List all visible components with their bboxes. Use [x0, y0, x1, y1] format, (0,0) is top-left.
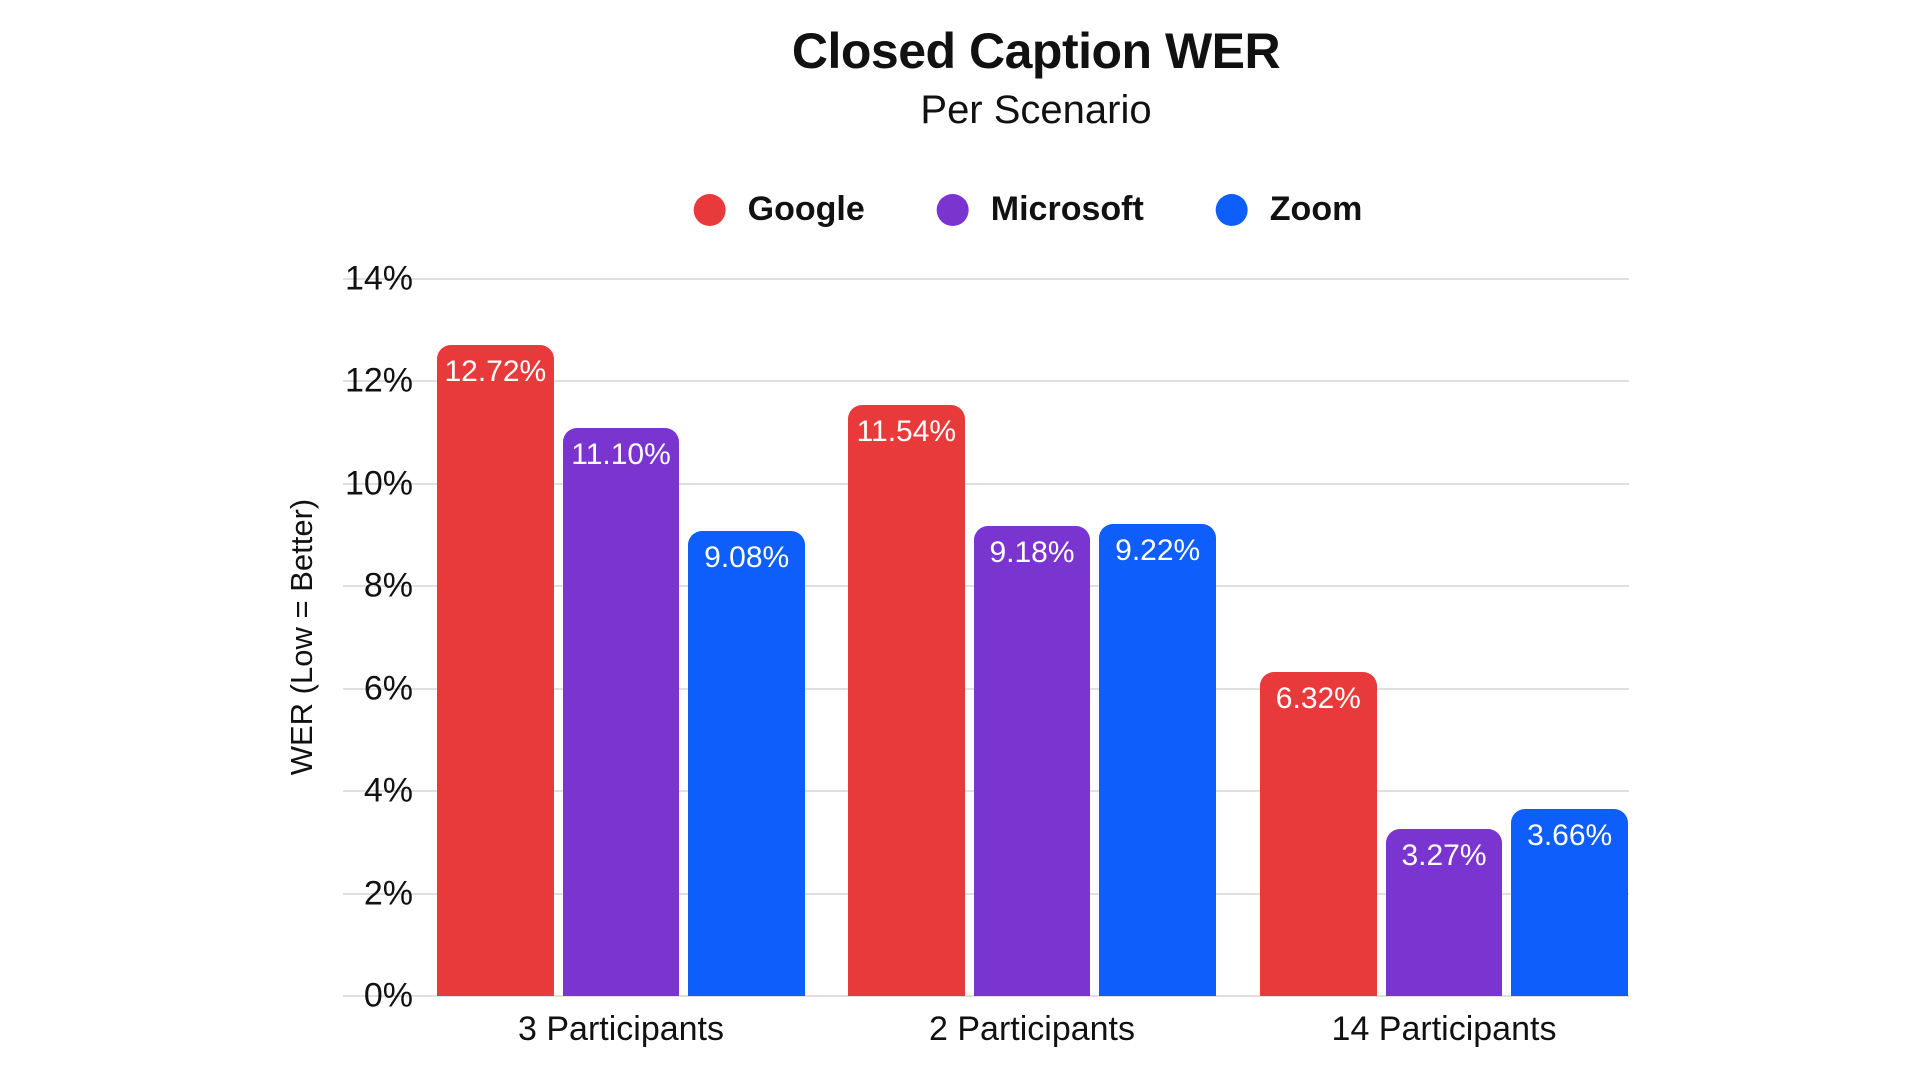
legend-item-zoom: Zoom	[1215, 190, 1363, 229]
y-tick-label: 8%	[363, 566, 413, 605]
gridline	[343, 482, 1629, 485]
y-tick-label: 14%	[344, 259, 413, 298]
gridline	[343, 995, 1629, 997]
bar-group-3: 6.32% 3.27% 3.66%	[1260, 279, 1629, 996]
bar-google-1: 12.72%	[437, 344, 554, 996]
legend-item-google: Google	[693, 190, 865, 229]
legend-item-microsoft: Microsoft	[936, 190, 1144, 229]
bar-microsoft-1: 11.10%	[562, 427, 680, 996]
legend-swatch-icon	[693, 193, 726, 226]
bar-google-2: 11.54%	[848, 405, 965, 996]
y-tick-label: 6%	[363, 669, 413, 708]
y-tick-label: 2%	[363, 874, 413, 913]
chart-subtitle: Per Scenario	[920, 88, 1152, 132]
plot-area: 0% 2% 4% 6% 8% 10% 12% 14% 12.72% 11.10% 9.08% 3 Pa…	[343, 260, 1629, 1048]
x-tick-label: 3 Participants	[518, 1010, 724, 1048]
bar-value-label: 11.54%	[856, 415, 957, 448]
bar-zoom-3: 3.66%	[1511, 808, 1629, 996]
bar-google-3: 6.32%	[1260, 672, 1377, 996]
bar-value-label: 9.22%	[1115, 533, 1201, 567]
legend-label: Google	[747, 190, 865, 228]
y-tick-label: 4%	[363, 771, 413, 810]
chart-title: Closed Caption WER	[791, 23, 1281, 79]
legend-swatch-icon	[1215, 193, 1248, 226]
legend: Google Microsoft Zoom	[693, 190, 1363, 229]
bar-value-label: 6.32%	[1275, 682, 1361, 716]
bar-value-label: 11.10%	[571, 437, 671, 471]
bar-value-label: 3.66%	[1527, 818, 1613, 852]
gridline	[343, 380, 1629, 383]
legend-label: Microsoft	[990, 190, 1144, 228]
bar-microsoft-3: 3.27%	[1385, 828, 1503, 996]
bar-value-label: 9.08%	[704, 540, 790, 574]
legend-swatch-icon	[936, 193, 969, 226]
bar-value-label: 9.18%	[989, 535, 1075, 569]
y-axis-title: WER (Low = Better)	[284, 498, 319, 776]
y-tick-label: 0%	[363, 976, 413, 1015]
bar-group-2: 11.54% 9.18% 9.22%	[848, 279, 1217, 996]
bar-value-label: 12.72%	[444, 354, 547, 388]
x-tick-label: 2 Participants	[929, 1010, 1135, 1048]
bar-zoom-1: 9.08%	[688, 530, 806, 996]
legend-label: Zoom	[1269, 190, 1363, 228]
bar-value-label: 3.27%	[1401, 838, 1487, 872]
gridline	[343, 278, 1629, 280]
bar-microsoft-2: 9.18%	[973, 525, 1091, 996]
y-tick-label: 12%	[344, 361, 413, 400]
bar-zoom-2: 9.22%	[1099, 523, 1217, 996]
bar-group-1: 12.72% 11.10% 9.08%	[437, 279, 806, 996]
y-tick-label: 10%	[344, 464, 413, 503]
x-tick-label: 14 Participants	[1331, 1010, 1557, 1048]
